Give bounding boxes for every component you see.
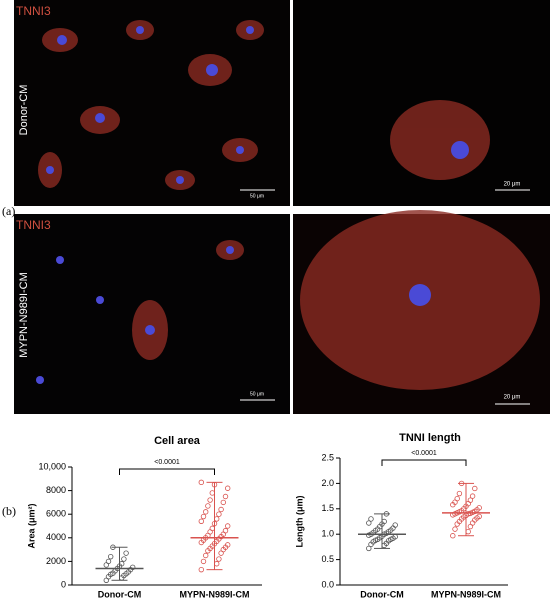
y-tick-label: 2000 [46,556,66,566]
scale-label: 20 μm [504,182,521,188]
data-point [198,566,204,573]
data-point [467,497,474,503]
data-point [469,493,476,499]
x-tick-label: MYPN-N989I-CM [179,589,249,599]
data-point [452,526,458,532]
data-point [213,516,220,522]
data-point [218,506,224,513]
data-point [224,485,231,491]
y-tick-label: 8000 [46,485,66,495]
x-tick-label: MYPN-N989I-CM [431,589,501,599]
y-tick-label: 4000 [46,532,66,542]
panel-label: (a) [2,204,15,218]
data-point [200,558,207,565]
stain-label: TNNI3 [16,218,51,232]
data-point [456,490,463,497]
data-point [107,553,114,560]
data-point [366,520,372,526]
data-point [213,561,220,567]
y-tick-label: 1.5 [321,503,334,513]
data-point [224,523,231,529]
scale-label: 50 μm [250,193,264,199]
x-tick-label: Donor-CM [360,589,404,599]
scale-label: 50 μm [250,391,264,397]
y-tick-label: 2.5 [321,452,334,462]
y-axis-label: Length (μm) [294,496,304,548]
chart-title: Cell area [154,435,201,447]
stain-label: TNNI3 [16,4,51,18]
data-point [450,533,456,539]
data-point [216,511,222,517]
y-axis-label: Area (μm²) [26,503,36,548]
data-point [216,556,222,562]
annotation: <0.0001 [154,459,180,466]
data-point [392,522,398,528]
data-point [202,552,209,559]
data-point [121,556,127,562]
y-tick-label: 1.0 [321,529,334,539]
data-point [220,499,226,506]
data-point [129,564,136,570]
chart-title: TNNI length [399,432,461,444]
nuclei [36,26,469,384]
y-tick-label: 0.0 [321,579,334,589]
data-point [366,545,372,552]
data-point [224,542,231,548]
scale-label: 20 μm [504,395,521,401]
row-label: MYPN-N989I-CM [18,272,30,358]
significance-bracket [119,468,215,475]
data-point [472,485,478,492]
x-tick-label: Donor-CM [98,589,142,599]
y-tick-label: 0.5 [321,554,334,564]
data-point [123,550,129,556]
data-point [476,513,482,520]
significance-bracket [381,459,467,466]
y-tick-label: 10,000 [38,461,66,471]
data-point [454,495,460,502]
data-point [207,497,213,503]
data-point [476,505,482,511]
data-point [202,509,209,515]
y-tick-label: 2.0 [321,478,334,488]
y-tick-label: 6000 [46,509,66,519]
data-point [209,490,215,496]
micrographs: TNNI3 TNNI3 Donor-CM MYPN-N989I-CM 50 μm… [14,0,550,414]
annotation: <0.0001 [411,450,437,457]
data-point [222,528,229,534]
data-point [205,503,211,509]
row-label: Donor-CM [18,85,30,136]
panel-label: (b) [2,504,16,518]
data-point [209,525,215,532]
data-point [198,479,204,486]
data-point [200,513,207,520]
y-tick-label: 0 [61,579,66,589]
data-point [105,558,112,565]
data-point [465,528,471,535]
data-point [198,518,204,524]
data-point [222,493,229,500]
data-point [368,516,374,522]
